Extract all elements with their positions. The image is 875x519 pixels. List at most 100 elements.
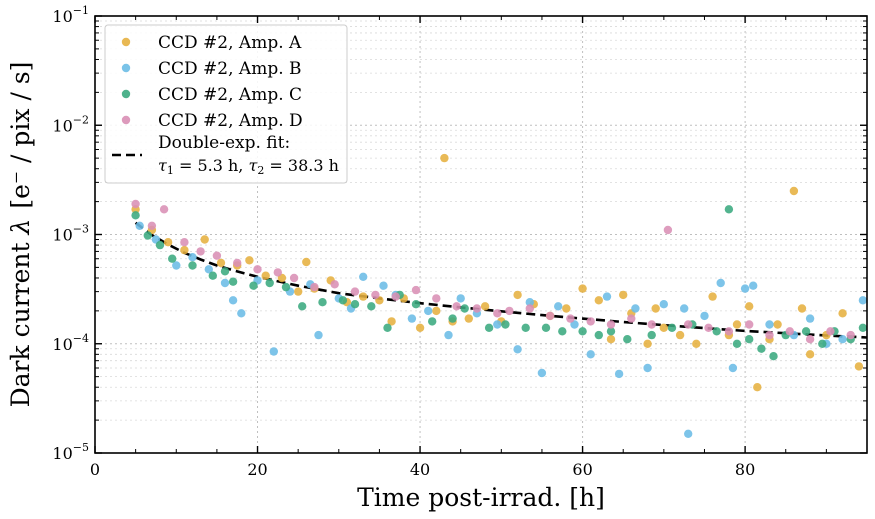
data-point xyxy=(379,281,388,290)
grid xyxy=(94,16,867,454)
data-point xyxy=(228,277,238,286)
y-tick-label: 10−3 xyxy=(52,223,89,245)
data-point xyxy=(728,363,738,373)
data-point xyxy=(558,327,567,336)
data-point xyxy=(838,335,847,344)
data-point xyxy=(350,287,360,296)
data-point xyxy=(643,363,652,373)
data-point xyxy=(525,304,534,313)
data-point xyxy=(513,345,522,354)
y-tick-base: 10 xyxy=(52,7,72,26)
data-points xyxy=(131,153,868,438)
x-tick-label: 60 xyxy=(572,460,592,479)
series-4 xyxy=(131,199,855,344)
data-point xyxy=(623,335,632,344)
data-point xyxy=(350,300,360,309)
data-point xyxy=(712,327,721,336)
data-point xyxy=(594,330,603,340)
axis-ticks xyxy=(94,15,868,454)
legend-tau1-symbol: τ xyxy=(158,156,168,175)
data-point xyxy=(383,323,392,332)
x-tick-label: 80 xyxy=(735,460,755,479)
data-point xyxy=(606,327,616,336)
legend-tau2-value: = 38.3 h xyxy=(264,156,339,175)
legend-fit-params: τ1 = 5.3 h, τ2 = 38.3 h xyxy=(158,156,339,177)
data-point xyxy=(805,314,815,323)
data-point xyxy=(253,265,262,274)
data-point xyxy=(704,323,713,332)
data-point xyxy=(724,205,734,214)
data-point xyxy=(805,350,815,359)
data-point xyxy=(415,323,425,332)
data-point xyxy=(314,330,323,340)
y-tick-label: 10−2 xyxy=(52,113,89,135)
data-point xyxy=(302,257,311,267)
legend-marker xyxy=(121,37,131,47)
x-tick-label: 40 xyxy=(410,460,430,479)
legend: CCD #2, Amp. A CCD #2, Amp. B CCD #2, Amp.… xyxy=(104,24,348,184)
data-point xyxy=(188,261,197,270)
data-point xyxy=(846,330,855,340)
x-axis-title: Time post-irrad. [h] xyxy=(357,483,605,512)
data-point xyxy=(749,281,758,290)
legend-label: CCD #2, Amp. C xyxy=(158,85,302,105)
data-point xyxy=(168,254,177,263)
y-tick-label: 10−4 xyxy=(52,332,89,354)
data-point xyxy=(769,352,778,361)
data-point xyxy=(163,238,173,247)
y-axis-title: Dark current λ [e⁻ / pix / s] xyxy=(6,62,35,408)
data-point xyxy=(480,302,490,311)
data-point xyxy=(220,278,230,288)
data-point xyxy=(545,311,555,321)
data-point xyxy=(359,292,368,301)
data-point xyxy=(237,309,246,318)
data-point xyxy=(513,290,522,300)
data-point xyxy=(606,320,616,329)
data-point xyxy=(452,302,461,311)
legend-fit-label: Double-exp. fit: xyxy=(158,133,290,153)
data-point xyxy=(411,285,421,295)
data-point xyxy=(745,335,754,344)
data-point xyxy=(619,290,628,300)
data-point xyxy=(387,317,396,326)
data-point xyxy=(566,314,575,323)
data-point xyxy=(586,317,595,326)
data-point xyxy=(456,294,465,303)
data-point xyxy=(143,231,152,240)
data-point xyxy=(188,253,197,262)
data-point xyxy=(269,347,278,356)
data-point xyxy=(700,311,709,321)
data-point xyxy=(708,292,717,301)
data-point xyxy=(233,258,242,268)
legend-label: CCD #2, Amp. B xyxy=(158,59,302,79)
legend-marker xyxy=(121,89,131,99)
data-point xyxy=(805,335,815,344)
data-point xyxy=(826,327,835,336)
data-point xyxy=(131,199,140,209)
data-point xyxy=(684,320,693,329)
data-point xyxy=(740,284,750,293)
y-tick-exponent: −1 xyxy=(73,4,89,17)
data-point xyxy=(220,267,230,276)
data-point xyxy=(602,292,612,301)
data-point xyxy=(675,330,685,340)
data-point xyxy=(440,153,449,163)
data-point xyxy=(854,362,864,371)
data-point xyxy=(647,320,656,329)
data-point xyxy=(631,304,640,313)
data-point xyxy=(578,327,587,336)
legend-box xyxy=(104,24,348,184)
data-point xyxy=(432,294,441,303)
data-point xyxy=(245,256,254,265)
data-point xyxy=(216,258,226,268)
y-axis-title-prefix: Dark current xyxy=(6,235,35,408)
fit-line xyxy=(134,221,868,339)
y-tick-base: 10 xyxy=(52,226,72,245)
data-point xyxy=(541,323,551,332)
data-point xyxy=(172,261,181,270)
data-point xyxy=(501,320,510,329)
data-point xyxy=(310,282,319,292)
data-point xyxy=(554,302,563,311)
data-point xyxy=(505,306,514,316)
data-point xyxy=(745,320,754,329)
